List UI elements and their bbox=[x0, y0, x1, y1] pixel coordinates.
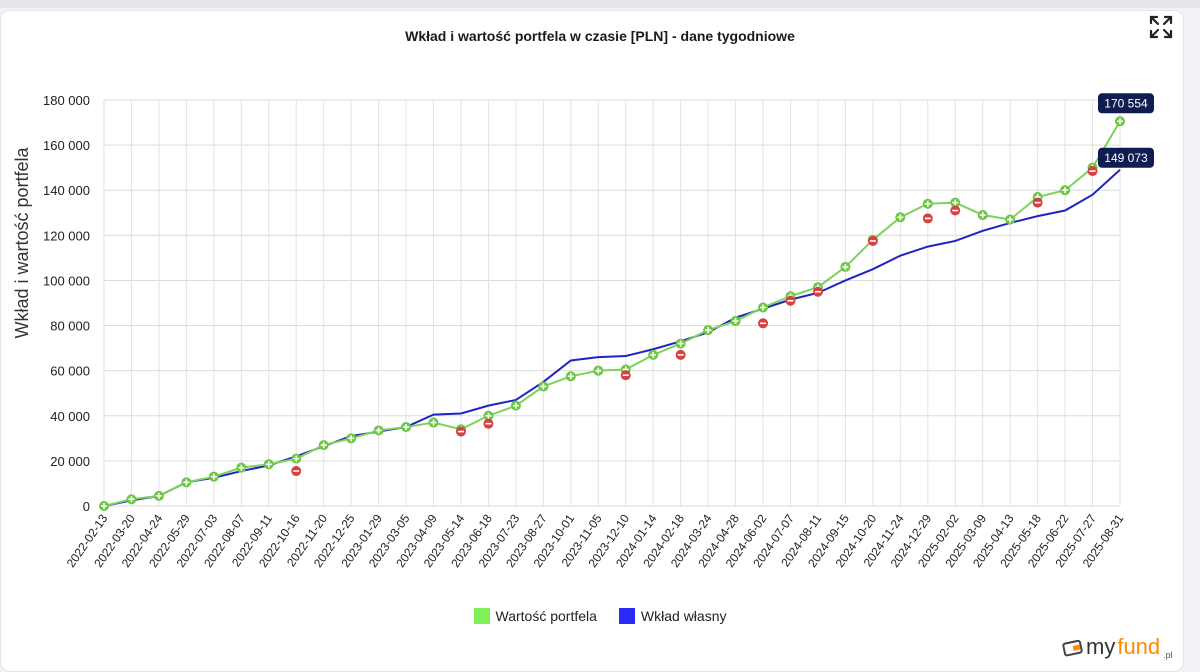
marker-up-plus bbox=[595, 367, 602, 374]
marker-up-plus bbox=[512, 402, 519, 409]
y-tick-label: 80 000 bbox=[50, 319, 90, 334]
logo-text-fund: fund bbox=[1117, 634, 1161, 659]
marker-up-plus bbox=[485, 412, 492, 419]
y-axis-title: Wkład i wartość portfela bbox=[12, 146, 32, 338]
marker-up-plus bbox=[1062, 187, 1069, 194]
marker-up-plus bbox=[128, 496, 135, 503]
marker-up-plus bbox=[979, 212, 986, 219]
myfund-logo: my fund .pl bbox=[1062, 634, 1173, 660]
end-label-portfolio-value-box bbox=[1098, 93, 1154, 114]
y-tick-label: 160 000 bbox=[43, 138, 90, 153]
legend-label-own-contribution: Wkład własny bbox=[640, 608, 727, 624]
end-label-own-contribution: 149 073 bbox=[1104, 151, 1148, 165]
marker-up-plus bbox=[732, 318, 739, 325]
marker-up-plus bbox=[348, 435, 355, 442]
marker-up-plus bbox=[650, 351, 657, 358]
marker-up-plus bbox=[293, 455, 300, 462]
y-tick-label: 100 000 bbox=[43, 273, 90, 288]
marker-up-plus bbox=[540, 383, 547, 390]
marker-up-plus bbox=[952, 199, 959, 206]
y-tick-label: 20 000 bbox=[50, 454, 90, 469]
fullscreen-expand-icon[interactable] bbox=[1148, 14, 1174, 40]
marker-up-plus bbox=[677, 340, 684, 347]
logo-text-my: my bbox=[1086, 634, 1116, 659]
marker-up-plus bbox=[403, 424, 410, 431]
chart-title: Wkład i wartość portfela w czasie [PLN] … bbox=[405, 28, 795, 44]
marker-up-plus bbox=[238, 464, 245, 471]
chart-card bbox=[0, 10, 1184, 672]
marker-up-plus bbox=[924, 200, 931, 207]
marker-up-plus bbox=[842, 263, 849, 270]
marker-up-plus bbox=[101, 503, 107, 509]
series-line-portfolio-value bbox=[103, 120, 1121, 507]
series-line-own-contribution bbox=[103, 169, 1121, 507]
legend-item-portfolio-value[interactable]: Wartość portfela bbox=[473, 608, 597, 624]
legend: Wartość portfela Wkład własny bbox=[0, 608, 1200, 624]
marker-up-plus bbox=[210, 473, 217, 480]
marker-up-plus bbox=[375, 427, 382, 434]
legend-swatch-portfolio-value bbox=[473, 608, 490, 624]
end-label-own-contribution-box bbox=[1098, 147, 1154, 168]
marker-up-plus bbox=[265, 461, 272, 468]
top-bar bbox=[0, 0, 1200, 8]
marker-up-plus bbox=[155, 492, 162, 499]
wallet-icon bbox=[1062, 639, 1083, 657]
logo-text-suffix: .pl bbox=[1163, 650, 1173, 660]
legend-swatch-own-contribution bbox=[618, 608, 635, 624]
y-tick-label: 140 000 bbox=[43, 183, 90, 198]
marker-up-plus bbox=[320, 442, 327, 449]
marker-up-plus bbox=[705, 327, 712, 334]
y-tick-label: 120 000 bbox=[43, 228, 90, 243]
marker-up-plus bbox=[1007, 216, 1014, 223]
marker-up-plus bbox=[897, 214, 904, 221]
end-label-portfolio-value: 170 554 bbox=[1104, 96, 1148, 110]
marker-up-plus bbox=[183, 479, 190, 486]
marker-up-plus bbox=[430, 419, 437, 426]
marker-up-plus bbox=[567, 373, 574, 380]
y-tick-label: 40 000 bbox=[50, 409, 90, 424]
y-tick-label: 0 bbox=[83, 499, 90, 514]
marker-up-plus bbox=[760, 304, 767, 311]
legend-item-own-contribution[interactable]: Wkład własny bbox=[618, 608, 727, 624]
y-tick-label: 60 000 bbox=[50, 364, 90, 379]
legend-label-portfolio-value: Wartość portfela bbox=[495, 608, 597, 624]
marker-up-plus bbox=[1117, 118, 1123, 125]
y-tick-label: 180 000 bbox=[43, 93, 90, 108]
